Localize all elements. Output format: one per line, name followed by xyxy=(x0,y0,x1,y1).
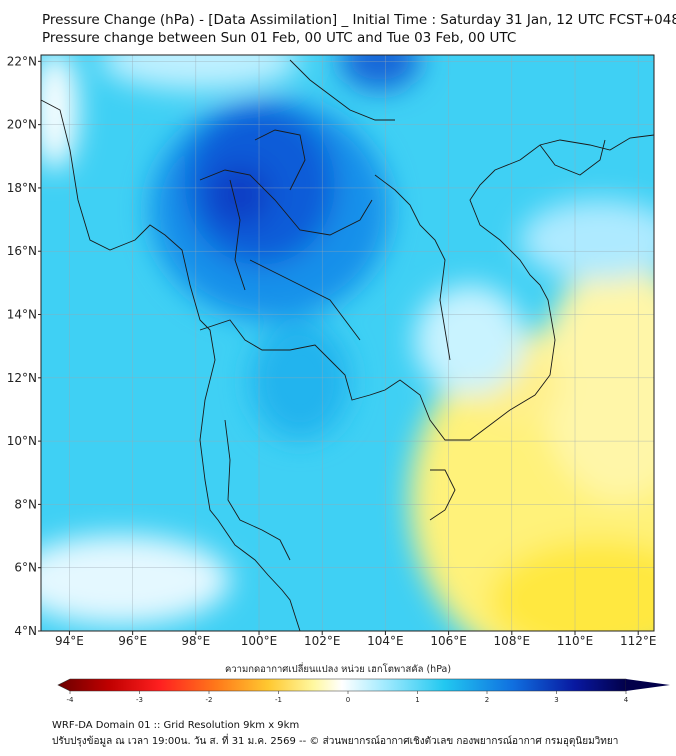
colorbar-gradient xyxy=(57,678,627,692)
colorbar-tick-label: 1 xyxy=(415,696,419,704)
longitude-tick-label: 104°E xyxy=(367,634,404,648)
latitude-tick-label: 4°N xyxy=(14,624,37,638)
latitude-tick-label: 16°N xyxy=(7,244,37,258)
footer-model-info: WRF-DA Domain 01 :: Grid Resolution 9km … xyxy=(52,720,300,731)
longitude-labels: 94°E 96°E 98°E 100°E 102°E 104°E 106°E 108°E 110… xyxy=(55,631,656,648)
colorbar-tick-label: -2 xyxy=(206,696,213,704)
longitude-tick-label: 108°E xyxy=(494,634,531,648)
latitude-tick-label: 18°N xyxy=(7,181,37,195)
colorbar-tick-label: 3 xyxy=(554,696,558,704)
longitude-tick-label: 106°E xyxy=(430,634,467,648)
colorbar-title: ความกดอากาศเปลี่ยนแปลง หน่วย เฮกโตพาสคัล… xyxy=(224,664,452,675)
latitude-tick-label: 10°N xyxy=(7,434,37,448)
colorbar-tick-label: 4 xyxy=(624,696,629,704)
longitude-tick-label: 100°E xyxy=(241,634,278,648)
latitude-tick-label: 14°N xyxy=(7,308,37,322)
latitude-tick-label: 6°N xyxy=(14,561,37,575)
longitude-tick-label: 112°E xyxy=(620,634,657,648)
colorbar-tick-label: 0 xyxy=(346,696,350,704)
colorbar: -4 -3 -2 -1 0 1 2 3 4 xyxy=(57,678,670,704)
longitude-tick-label: 98°E xyxy=(181,634,210,648)
footer-update-info: ปรับปรุงข้อมูล ณ เวลา 19:00น. วัน ส. ที่… xyxy=(52,736,619,747)
longitude-tick-label: 96°E xyxy=(118,634,147,648)
pressure-field xyxy=(41,55,654,631)
colorbar-ticks: -4 -3 -2 -1 0 1 2 3 4 xyxy=(67,691,629,704)
longitude-tick-label: 110°E xyxy=(557,634,594,648)
longitude-tick-label: 102°E xyxy=(304,634,341,648)
colorbar-extend-arrow xyxy=(626,679,670,691)
coastlines xyxy=(41,59,654,631)
latitude-tick-label: 22°N xyxy=(7,54,37,68)
latitude-tick-label: 8°N xyxy=(14,497,37,511)
longitude-tick-label: 94°E xyxy=(55,634,84,648)
latitude-tick-label: 12°N xyxy=(7,371,37,385)
latitude-labels: 22°N 20°N 18°N 16°N 14°N 12°N 10°N 8°N 6°N 4°N xyxy=(7,54,41,638)
colorbar-tick-label: -4 xyxy=(67,696,75,704)
chart-subtitle: Pressure change between Sun 01 Feb, 00 U… xyxy=(42,30,517,46)
latitude-tick-label: 20°N xyxy=(7,118,37,132)
chart-title: Pressure Change (hPa) - [Data Assimilati… xyxy=(42,12,676,28)
colorbar-tick-label: -1 xyxy=(275,696,282,704)
colorbar-tick-label: -3 xyxy=(136,696,143,704)
map-frame xyxy=(40,54,655,632)
colorbar-tick-label: 2 xyxy=(485,696,489,704)
